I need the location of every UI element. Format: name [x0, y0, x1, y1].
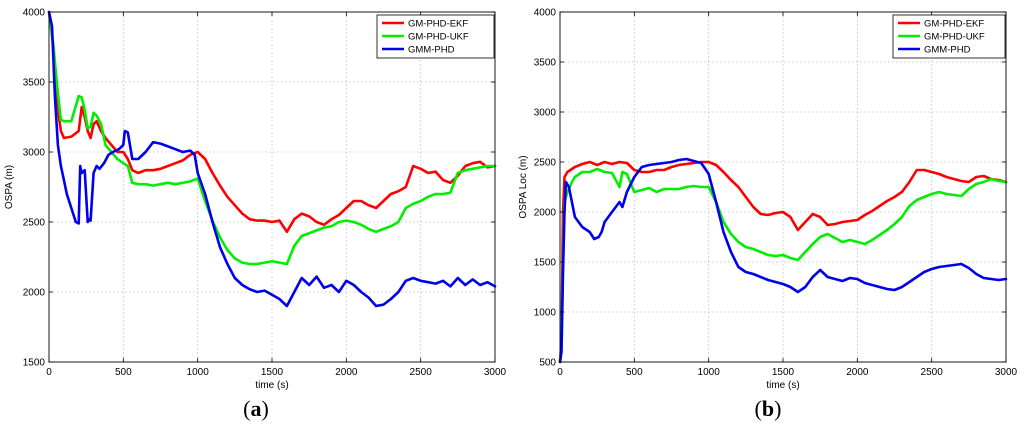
xtick-label-a-2: 1000 [187, 367, 210, 378]
ytick-label-a-3: 3000 [23, 148, 46, 159]
caption-a-close: ) [261, 396, 269, 421]
xtick-label-b-0: 0 [557, 367, 563, 378]
series-line-b-0 [558, 160, 1008, 364]
xtick-label-b-4: 2000 [846, 367, 869, 378]
legend-label-a-0: GM-PHD-EKF [408, 19, 468, 30]
chart-a: 0 500 1000 1500 2000 2500 3000 1500 2000 2500 3000… [4, 8, 507, 392]
ytick-label-b-4: 2500 [534, 158, 557, 169]
xtick-label-b-6: 3000 [995, 367, 1018, 378]
chart-b: 0 500 1000 1500 2000 2500 30005001000150020002… [518, 8, 1018, 392]
ytick-label-a-2: 2500 [23, 218, 46, 229]
ytick-label-b-1: 1000 [534, 308, 557, 319]
legend-label-b-0: GM-PHD-EKF [924, 19, 984, 30]
caption-a-letter: a [250, 396, 262, 421]
xtick-label-a-6: 3000 [484, 367, 507, 378]
xtick-label-b-3: 1500 [772, 367, 795, 378]
caption-a: (a) [0, 396, 512, 422]
x-axis-label-b: time (s) [766, 380, 799, 391]
ytick-label-b-7: 4000 [534, 8, 557, 19]
ytick-label-b-6: 3500 [534, 58, 557, 69]
xtick-label-a-0: 0 [46, 367, 52, 378]
caption-a-open: ( [243, 396, 251, 421]
y-axis-label-b: OSPA Loc (m) [518, 155, 529, 218]
series-line-a-2 [47, 10, 497, 308]
x-axis-label-a: time (s) [255, 380, 288, 391]
series-line-b-1 [558, 167, 1008, 364]
legend-label-b-1: GM-PHD-UKF [924, 32, 985, 43]
y-axis-label-a: OSPA (m) [4, 165, 15, 209]
ytick-label-b-5: 3000 [534, 108, 557, 119]
xtick-label-a-5: 2500 [410, 367, 433, 378]
legend-label-a-1: GM-PHD-UKF [408, 32, 469, 43]
series-line-a-1 [47, 10, 497, 266]
plot-area-a [49, 12, 495, 362]
ytick-label-a-0: 1500 [23, 358, 46, 369]
caption-b: (b) [512, 396, 1024, 422]
legend-label-b-2: GMM-PHD [924, 45, 971, 56]
caption-b-open: ( [754, 396, 762, 421]
caption-b-close: ) [774, 396, 782, 421]
ytick-label-a-4: 3500 [23, 78, 46, 89]
ytick-label-a-1: 2000 [23, 288, 46, 299]
xtick-label-b-2: 1000 [698, 367, 721, 378]
series-line-b-2 [558, 157, 1008, 364]
ytick-label-b-2: 1500 [534, 258, 557, 269]
xtick-label-b-1: 500 [626, 367, 643, 378]
series-line-a-0 [47, 10, 497, 234]
caption-b-letter: b [761, 396, 775, 421]
ytick-label-b-3: 2000 [534, 208, 557, 219]
plot-area-b [560, 12, 1006, 362]
xtick-label-a-3: 1500 [261, 367, 284, 378]
ytick-label-b-0: 500 [539, 358, 556, 369]
ytick-label-a-5: 4000 [23, 8, 46, 19]
legend-label-a-2: GMM-PHD [408, 45, 455, 56]
chart-panel-b: 0 500 1000 1500 2000 2500 3000 500 1000 1500 2000 2… [512, 0, 1024, 432]
xtick-label-a-1: 500 [115, 367, 132, 378]
chart-panel-a: 0 500 1000 1500 2000 2500 3000 1500 2000 2500 3000… [0, 8, 512, 422]
xtick-label-b-5: 2500 [921, 367, 944, 378]
xtick-label-a-4: 2000 [335, 367, 358, 378]
